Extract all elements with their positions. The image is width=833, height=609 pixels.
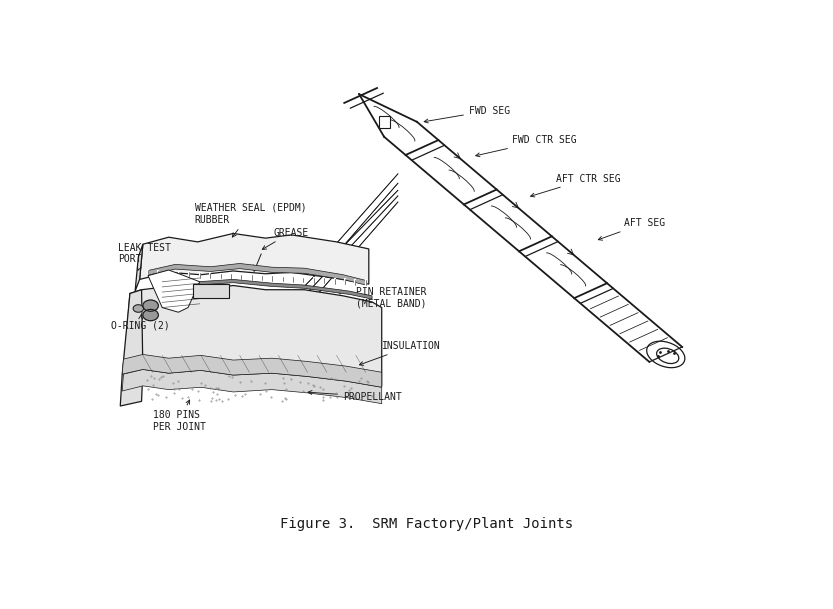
Text: O-RING (2): O-RING (2) bbox=[111, 315, 169, 330]
Polygon shape bbox=[135, 244, 143, 291]
Polygon shape bbox=[120, 290, 143, 406]
Text: PROPELLANT: PROPELLANT bbox=[308, 390, 402, 402]
Text: INSULATION: INSULATION bbox=[360, 341, 441, 365]
Polygon shape bbox=[122, 354, 382, 387]
Circle shape bbox=[143, 309, 158, 321]
FancyBboxPatch shape bbox=[193, 284, 229, 298]
FancyBboxPatch shape bbox=[378, 116, 390, 128]
Circle shape bbox=[143, 300, 158, 311]
Polygon shape bbox=[148, 264, 366, 285]
Text: AFT SEG: AFT SEG bbox=[598, 218, 665, 240]
Polygon shape bbox=[123, 286, 382, 386]
Text: GREASE: GREASE bbox=[262, 228, 308, 249]
Text: LEAK TEST
PORT: LEAK TEST PORT bbox=[118, 243, 172, 270]
Text: Figure 3.  SRM Factory/Plant Joints: Figure 3. SRM Factory/Plant Joints bbox=[281, 517, 573, 531]
Polygon shape bbox=[140, 233, 369, 284]
Polygon shape bbox=[197, 280, 372, 299]
Text: WEATHER SEAL (EPDM)
RUBBER: WEATHER SEAL (EPDM) RUBBER bbox=[194, 203, 307, 237]
Text: AFT CTR SEG: AFT CTR SEG bbox=[531, 174, 621, 197]
Text: PIN RETAINER
(METAL BAND): PIN RETAINER (METAL BAND) bbox=[337, 287, 426, 309]
Circle shape bbox=[133, 304, 143, 312]
Text: 180 PINS
PER JOINT: 180 PINS PER JOINT bbox=[152, 400, 206, 432]
Polygon shape bbox=[148, 270, 200, 312]
Text: FWD CTR SEG: FWD CTR SEG bbox=[476, 135, 576, 157]
Text: FWD SEG: FWD SEG bbox=[424, 105, 510, 123]
Polygon shape bbox=[122, 370, 382, 404]
